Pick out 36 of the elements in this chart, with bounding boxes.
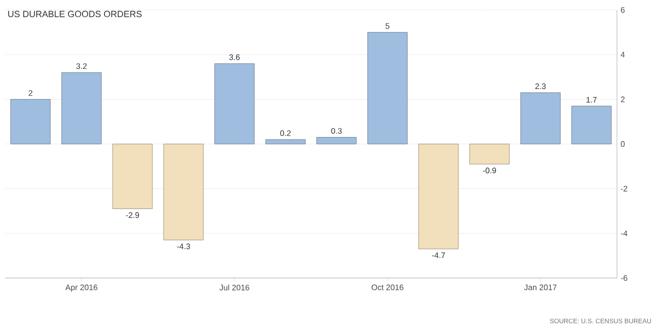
bar (61, 72, 102, 144)
x-tick-label: Jan 2017 (524, 284, 557, 290)
data-label: -4.7 (432, 252, 445, 258)
chart-title: US DURABLE GOODS ORDERS (8, 10, 142, 18)
bar (367, 32, 408, 144)
data-label: 0.3 (331, 128, 342, 134)
y-tick-label: -2 (620, 186, 628, 192)
bar (520, 92, 561, 144)
data-label: 2.3 (535, 83, 546, 90)
bar (10, 99, 51, 144)
data-label: 5 (386, 23, 390, 29)
y-tick-label: -4 (620, 230, 628, 236)
bar (112, 144, 153, 209)
bar (265, 139, 306, 144)
data-label: 1.7 (586, 96, 597, 102)
data-label: 0.2 (280, 130, 291, 136)
data-label: 2 (28, 90, 32, 96)
bar (316, 137, 357, 144)
y-tick-label: 0 (620, 141, 625, 147)
x-tick-label: Apr 2016 (65, 284, 98, 292)
data-label: 3.6 (229, 54, 240, 60)
bar (214, 63, 255, 144)
y-tick-label: 4 (620, 52, 625, 58)
bar (469, 144, 510, 164)
data-label: -2.9 (126, 212, 140, 218)
data-label: 3.2 (76, 63, 87, 69)
data-label: -4.3 (176, 244, 190, 250)
bar (571, 106, 612, 144)
data-label: -0.9 (482, 168, 496, 174)
x-tick-label: Jul 2016 (220, 284, 250, 290)
y-tick-label: 2 (620, 96, 625, 102)
bar (418, 144, 459, 250)
x-tick-label: Oct 2016 (372, 284, 404, 290)
y-tick-label: -6 (620, 275, 628, 281)
bar (163, 144, 204, 240)
y-tick-label: 6 (620, 7, 625, 13)
